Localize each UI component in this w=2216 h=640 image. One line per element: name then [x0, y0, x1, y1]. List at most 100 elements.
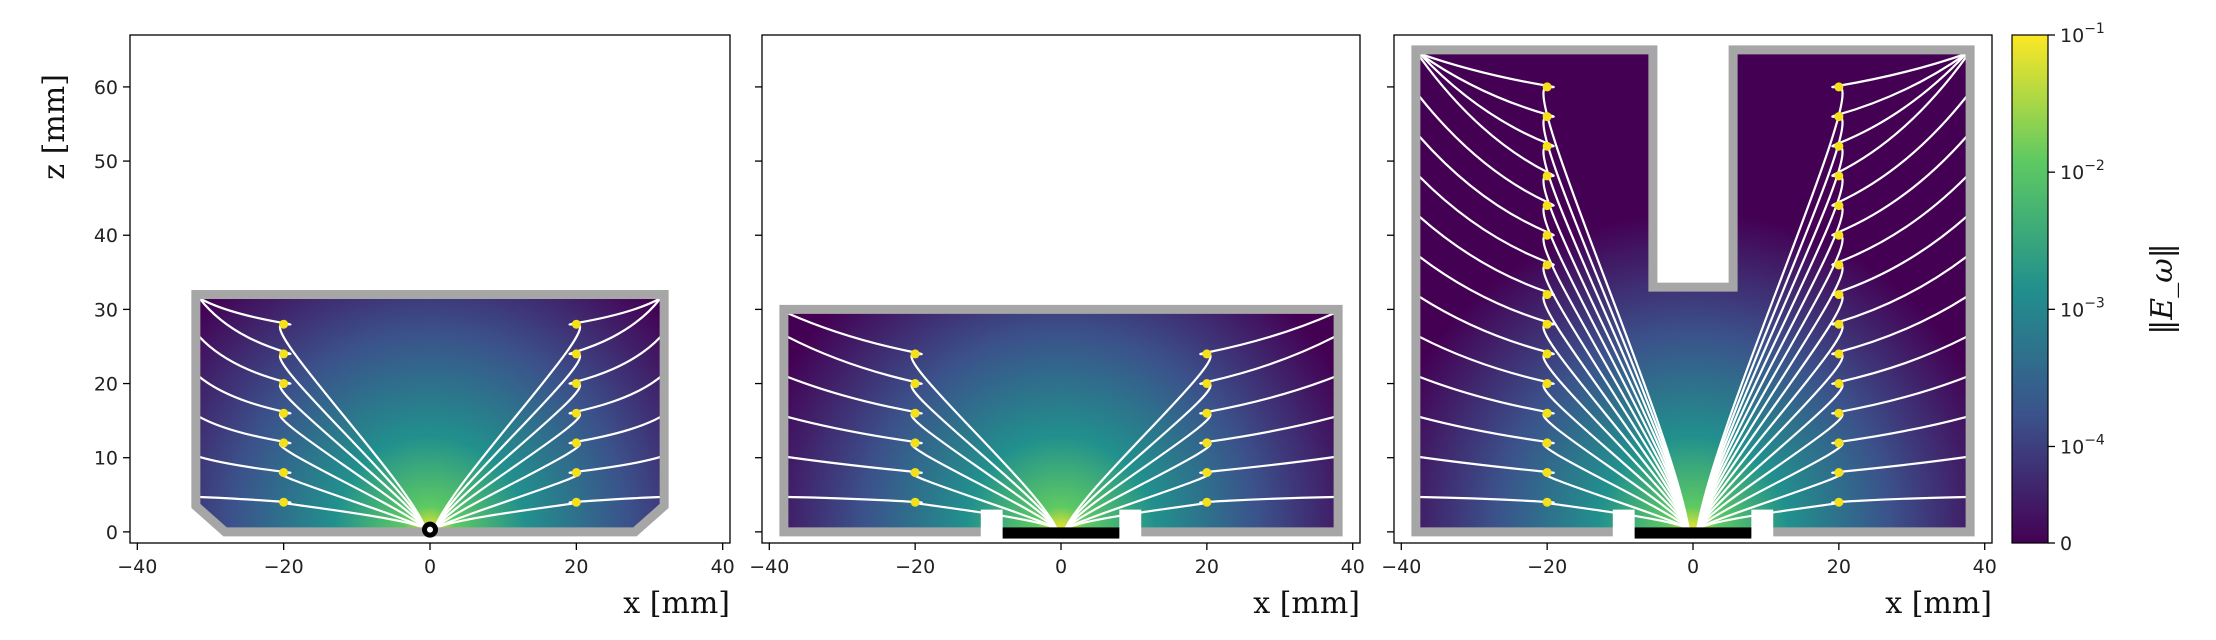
seed-points-2: [910, 349, 1212, 507]
electrode-gap: [980, 509, 1003, 541]
y-tick-label: 0: [106, 522, 118, 544]
x-ticks-1: −40 −20 0 20 40: [117, 543, 735, 578]
y-ticks-1: 0 10 20 30 40 50 60: [94, 77, 130, 544]
seed-point: [1202, 408, 1212, 418]
seed-point: [571, 497, 581, 507]
colorbar: 10−1 10−2 10−3 10−4 0 ‖E_ω‖: [2011, 21, 2180, 555]
seed-point: [1542, 112, 1552, 122]
y-ticks-3: [1387, 86, 1394, 533]
streamline: [1418, 52, 1690, 530]
seed-point: [571, 468, 581, 478]
colorbar-tick-label: 10−2: [2060, 158, 2105, 184]
electrode-gap: [1612, 509, 1635, 541]
colorbar-tick-label: 10−4: [2060, 432, 2105, 458]
x-tick-label: 0: [1055, 556, 1067, 578]
streamline: [1696, 52, 1968, 530]
seed-point: [1202, 379, 1212, 389]
seed-point: [1834, 112, 1844, 122]
colorbar-gradient: [2011, 34, 2049, 544]
seed-point: [910, 438, 920, 448]
panel-1: −40 −20 0 20 40 0 10 20 30 40 50 60 x [mm] z [mm]: [37, 34, 735, 621]
x-tick-label: 40: [711, 556, 735, 578]
colorbar-tick-label: 10−3: [2060, 295, 2105, 321]
x-ticks-3: −40 −20 0 20 40: [1381, 543, 1997, 578]
walls-3: [1411, 45, 1975, 541]
x-axis-label: x [mm]: [623, 586, 730, 621]
seed-point: [1202, 438, 1212, 448]
seed-point: [279, 468, 289, 478]
seed-point: [910, 408, 920, 418]
seed-point: [279, 497, 289, 507]
seed-point: [571, 379, 581, 389]
seed-points-1: [279, 319, 581, 507]
seed-point: [1834, 260, 1844, 270]
y-axis-label: z [mm]: [37, 74, 72, 180]
wall-outline: [1411, 45, 1975, 537]
source-marker-center: [427, 526, 433, 533]
seed-point: [571, 349, 581, 359]
seed-point: [1834, 82, 1844, 92]
seed-point: [571, 319, 581, 329]
seed-point: [1542, 230, 1552, 240]
seed-point: [1834, 141, 1844, 151]
streamline: [198, 297, 427, 530]
seed-point: [1202, 497, 1212, 507]
colorbar-tick-label: 10−1: [2060, 21, 2105, 47]
x-tick-label: −40: [117, 556, 157, 578]
streamline: [433, 297, 662, 530]
seed-point: [1542, 290, 1552, 300]
seed-point: [1542, 497, 1552, 507]
x-tick-label: 40: [1341, 556, 1365, 578]
field-heatmap-1: [195, 294, 665, 532]
electrode: [1634, 527, 1752, 539]
wall-outline: [191, 290, 669, 537]
x-tick-label: 0: [1687, 556, 1699, 578]
x-tick-label: −20: [1527, 556, 1567, 578]
panel-2: −40 −20 0 20 40 x [mm]: [749, 34, 1365, 621]
streamline: [1696, 55, 1968, 530]
seed-point: [1834, 290, 1844, 300]
x-ticks-2: −40 −20 0 20 40: [749, 543, 1365, 578]
electrode-gap: [1119, 509, 1142, 541]
x-tick-label: −40: [1381, 556, 1421, 578]
seed-point: [1834, 468, 1844, 478]
seed-point: [279, 319, 289, 329]
x-tick-label: −20: [264, 556, 304, 578]
x-tick-label: 20: [564, 556, 588, 578]
x-axis-label: x [mm]: [1253, 586, 1360, 621]
seed-point: [910, 468, 920, 478]
seed-point: [1834, 349, 1844, 359]
seed-point: [1542, 260, 1552, 270]
seed-point: [1542, 141, 1552, 151]
walls-1: [191, 290, 669, 538]
colorbar-tick-label: 0: [2060, 533, 2072, 555]
seed-point: [279, 408, 289, 418]
streamline: [1419, 52, 1690, 530]
seed-point: [1202, 468, 1212, 478]
wall-outline: [779, 304, 1343, 537]
seed-point: [279, 349, 289, 359]
y-tick-label: 20: [94, 374, 118, 396]
seed-point: [279, 379, 289, 389]
seed-point: [1542, 82, 1552, 92]
seed-point: [910, 379, 920, 389]
seed-point: [1834, 497, 1844, 507]
seed-point: [1834, 319, 1844, 329]
seed-point: [1834, 171, 1844, 181]
streamline: [1696, 52, 1967, 530]
seed-point: [1202, 349, 1212, 359]
seed-point: [1542, 349, 1552, 359]
streamline: [1418, 55, 1690, 530]
x-tick-label: 20: [1827, 556, 1851, 578]
streamline: [1696, 52, 1968, 530]
seed-point: [910, 349, 920, 359]
seed-point: [1834, 379, 1844, 389]
y-tick-label: 50: [94, 151, 118, 173]
seed-point: [571, 438, 581, 448]
y-ticks-2: [755, 86, 762, 533]
seed-point: [1542, 379, 1552, 389]
seed-point: [1542, 468, 1552, 478]
seed-point: [1542, 408, 1552, 418]
y-tick-label: 40: [94, 225, 118, 247]
